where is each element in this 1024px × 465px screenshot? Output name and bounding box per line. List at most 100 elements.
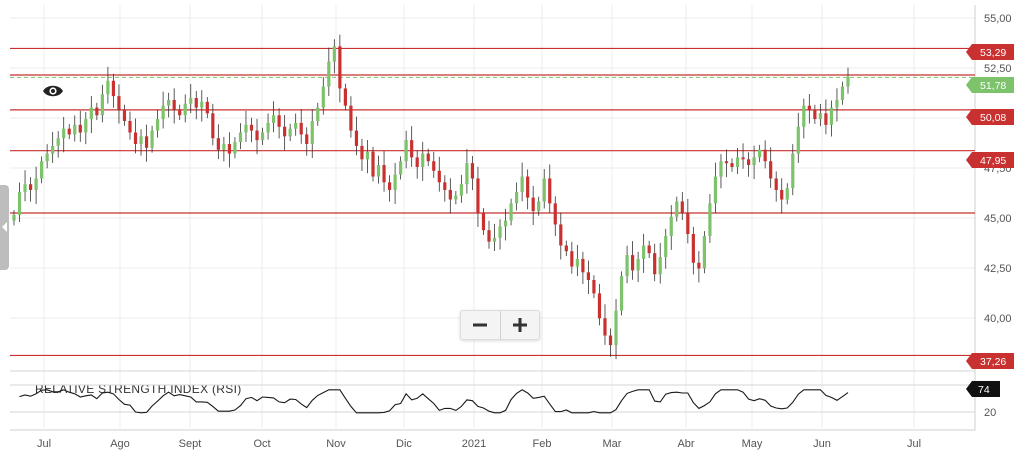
candle-body [653,253,657,275]
candle-body [818,113,822,120]
candle-body [332,46,336,62]
candle [752,145,756,180]
candle-body [122,109,127,122]
x-tick-label: Ago [110,438,130,450]
candle [769,147,773,188]
candle-body [327,61,331,87]
candle [222,136,226,162]
x-tick-label: Oct [253,438,270,450]
candle [227,132,232,168]
candle [387,175,392,202]
candle [23,170,27,202]
candle-body [62,128,66,139]
candle-body [178,109,182,116]
rsi-tick-20: 20 [984,407,996,419]
candle [735,148,740,175]
candle-body [492,237,497,242]
scroll-left-handle[interactable] [0,185,9,270]
zoom-out-button[interactable] [461,311,500,339]
candle [741,143,745,169]
candle [503,208,508,241]
candle [824,99,828,135]
candle-body [34,178,38,190]
candle [393,162,397,204]
candle-body [150,130,154,148]
candle-body [625,255,629,277]
candle [619,271,624,316]
candle-body [161,105,165,120]
candle [305,127,309,156]
candle [12,210,16,226]
x-axis: Jul Ago Sept Oct Nov Dic 2021 Feb Mar Ab… [37,438,921,450]
candle-body [156,119,160,131]
candle-body [365,151,370,160]
candle-body [172,99,176,110]
candle-body [255,130,259,141]
candle [421,141,425,181]
candle-body [603,318,607,336]
candle [575,244,579,276]
candle [371,146,375,182]
candle-body [288,128,292,137]
rsi-value-tag: 74 [966,381,1000,397]
candle [625,245,629,284]
candle [719,154,723,189]
y-tick-label: 52,50 [984,63,1012,75]
candle [360,138,364,171]
candle [630,241,635,280]
candle-body [73,124,77,135]
candle-body [233,142,237,154]
zoom-in-button[interactable] [499,311,540,339]
candle-body [691,234,695,263]
toggle-visibility-button[interactable] [42,83,64,99]
candle-body [17,191,22,215]
candle [122,104,127,126]
candle [95,102,99,121]
candle-body [824,113,828,125]
candle-body [752,157,756,166]
candle [189,84,193,114]
candle-body [139,136,143,144]
candle [636,251,640,283]
candle [332,39,336,74]
candle [724,149,729,178]
candle-body [586,272,591,280]
svg-text:51,78: 51,78 [980,80,1006,92]
level-tag-50-08: 50,08 [966,109,1014,125]
candle [780,178,784,214]
candle-body [470,163,475,179]
x-tick-label: Dic [396,438,412,450]
candle [260,127,265,145]
candle-body [45,153,49,162]
candle [365,139,370,174]
candle-body [796,126,800,154]
candle-body [376,165,381,177]
candle-body [813,109,817,120]
candle [150,125,154,153]
candle-body [481,212,486,231]
svg-text:74: 74 [978,384,990,396]
candle-body [399,161,403,175]
candle-body [305,134,309,144]
candle [498,219,502,250]
candle [28,177,33,202]
candle [316,102,320,126]
candle-body [89,107,93,120]
candle [106,66,110,104]
x-tick-label: Nov [326,438,346,450]
candle-body [343,88,347,106]
candle [603,304,607,345]
candle-body [658,256,662,275]
candle [846,67,850,94]
candle-body [249,124,254,131]
candle [17,182,22,222]
candle [78,110,82,142]
svg-text:53,29: 53,29 [980,47,1006,59]
candle [443,175,447,202]
candle-body [487,230,491,242]
candle-body [95,107,99,116]
candle-body [526,176,530,198]
candle-body [23,184,27,192]
candle-body [238,132,243,143]
candle-body [443,182,447,190]
